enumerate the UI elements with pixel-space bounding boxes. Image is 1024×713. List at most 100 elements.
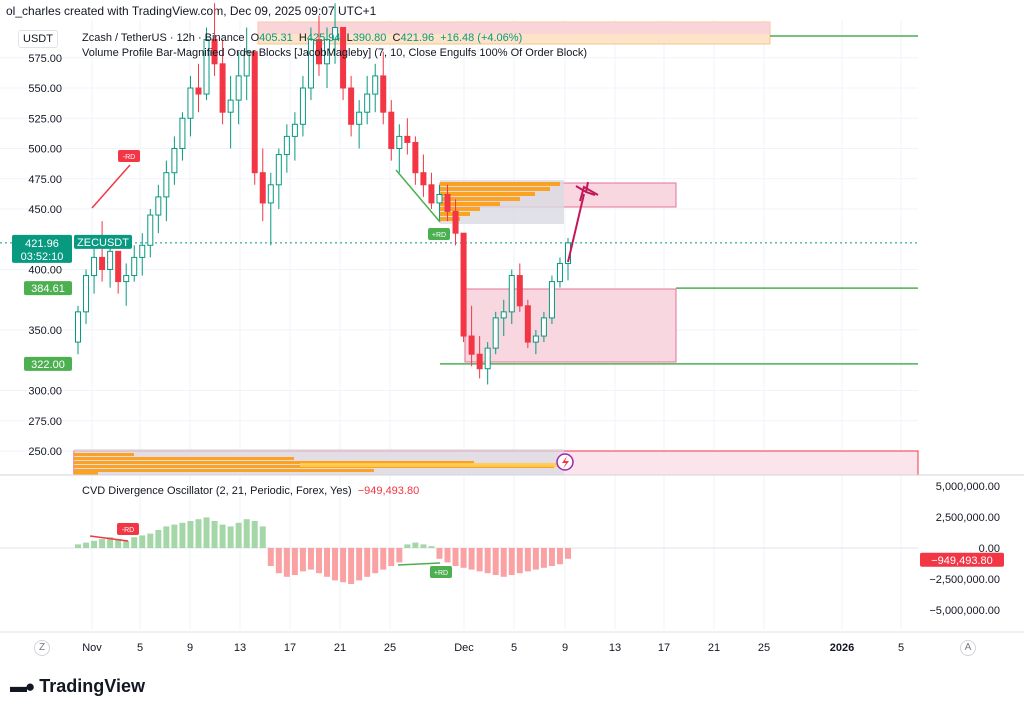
oscillator-bars [0, 517, 918, 584]
chart-grid [0, 20, 918, 630]
candle-body [388, 111, 395, 149]
time-tick-label: 5 [137, 642, 143, 654]
level-price-badge [24, 281, 72, 296]
candle-body [187, 87, 194, 119]
oscillator-bar [187, 521, 194, 548]
time-tick-label: 9 [187, 642, 193, 654]
candle-body [396, 135, 403, 149]
oscillator-tick-label: −2,500,000.00 [929, 574, 1000, 586]
oscillator-bar [436, 548, 443, 559]
oscillator-legend[interactable]: CVD Divergence Oscillator (2, 21, Period… [82, 485, 419, 497]
candle-body [299, 87, 306, 125]
time-tick-label: 17 [658, 642, 670, 654]
logo-text: TradingView [39, 676, 145, 696]
oscillator-bar [364, 548, 371, 577]
candle-body [452, 210, 459, 234]
auto-scale-button[interactable]: A [960, 640, 976, 656]
volume-profile-bar [440, 217, 460, 221]
candle-body [372, 75, 379, 95]
time-tick-label: 13 [234, 642, 246, 654]
price-tick-label: 300.00 [28, 386, 62, 398]
candle-body [548, 281, 555, 319]
bearish-marker-text: -RD [123, 154, 135, 161]
price-tick-label: 525.00 [28, 113, 62, 125]
volume-profile-bar [300, 463, 564, 467]
candle-body [147, 214, 154, 246]
candle-body [211, 39, 218, 65]
oscillator-bar [131, 537, 138, 548]
oscillator-tick-label: 2,500,000.00 [936, 512, 1000, 524]
high-label: H [298, 32, 307, 44]
oscillator-bar [484, 548, 491, 574]
volume-profile-bar [440, 187, 550, 191]
time-tick-label: 5 [898, 642, 904, 654]
candle-body [428, 184, 435, 204]
oscillator-bar [420, 544, 427, 548]
oscillator-bar [460, 548, 467, 568]
price-currency-label[interactable]: USDT [18, 30, 58, 48]
oscillator-bar [452, 548, 459, 566]
price-tick-label: 500.00 [28, 144, 62, 156]
price-tick-label: 575.00 [28, 53, 62, 65]
candle-body [556, 262, 563, 283]
oscillator-bar [115, 539, 122, 548]
candle-body [524, 305, 531, 343]
oscillator-value: −949,493.80 [357, 485, 420, 497]
candle-body [444, 193, 451, 212]
candle-body [404, 135, 411, 143]
candle-body [484, 347, 491, 370]
symbol-badge-text: ZECUSDT [77, 237, 129, 249]
oscillator-name: CVD Divergence Oscillator (2, 21, Period… [82, 485, 352, 497]
candle-body [235, 75, 242, 101]
oscillator-bar [267, 548, 274, 566]
volume-profile-bar [74, 469, 374, 472]
oscillator-bar [500, 548, 507, 577]
time-tick-label: 21 [334, 642, 346, 654]
oscillator-bar [565, 548, 571, 559]
candle-body [171, 148, 178, 174]
oscillator-bar [428, 546, 435, 548]
price-tick-label: 275.00 [28, 416, 62, 428]
volume-profile-bar [74, 472, 98, 475]
volume-profile-bar [440, 182, 560, 186]
oscillator-bar [251, 521, 258, 548]
symbol-badge [74, 234, 132, 249]
oscillator-bar [299, 548, 306, 572]
candle-body [99, 256, 106, 270]
low-value: 390.80 [352, 32, 387, 44]
candle-body [203, 39, 210, 95]
volume-profile-bar [74, 453, 134, 456]
zoom-button[interactable]: Z [34, 640, 50, 656]
price-tick-label: 550.00 [28, 83, 62, 95]
time-tick-label: 21 [708, 642, 720, 654]
time-tick-label: 17 [284, 642, 296, 654]
bearish-divergence-line [91, 164, 131, 209]
volume-profile-bar [440, 197, 520, 201]
axes: 575.00550.00525.00500.00475.00450.00400.… [0, 53, 1024, 654]
bullish-marker-badge [428, 228, 450, 240]
candle-body [468, 335, 475, 355]
indicator-legend[interactable]: Volume Profile Bar-Magnified Order Block… [82, 47, 588, 59]
annotations: -RD +RD -RD +RD [89, 150, 599, 578]
bullish-marker-text: +RD [432, 232, 446, 239]
level-price-badge [24, 356, 72, 371]
change-value: +16.48 (+4.06%) [440, 32, 523, 44]
oscillator-bar [348, 548, 355, 584]
candle-body [195, 87, 202, 95]
oscillator-bar [171, 524, 178, 548]
candle-body [460, 232, 467, 337]
candle-body [364, 93, 371, 113]
osc-bearish-marker-badge [117, 523, 139, 535]
volume-profile-bar [440, 192, 535, 196]
oscillator-tick-label: 5,000,000.00 [936, 481, 1000, 493]
oscillator-bar [203, 517, 210, 548]
candle-body [163, 172, 170, 198]
candle-body [348, 87, 355, 125]
countdown-text: 03:52:10 [21, 251, 64, 263]
candle-body [356, 111, 363, 125]
candle-body [91, 256, 98, 277]
oscillator-tick-label: 0.00 [979, 543, 1000, 555]
oscillator-bar [283, 548, 290, 577]
bullish-divergence-line [395, 169, 441, 223]
